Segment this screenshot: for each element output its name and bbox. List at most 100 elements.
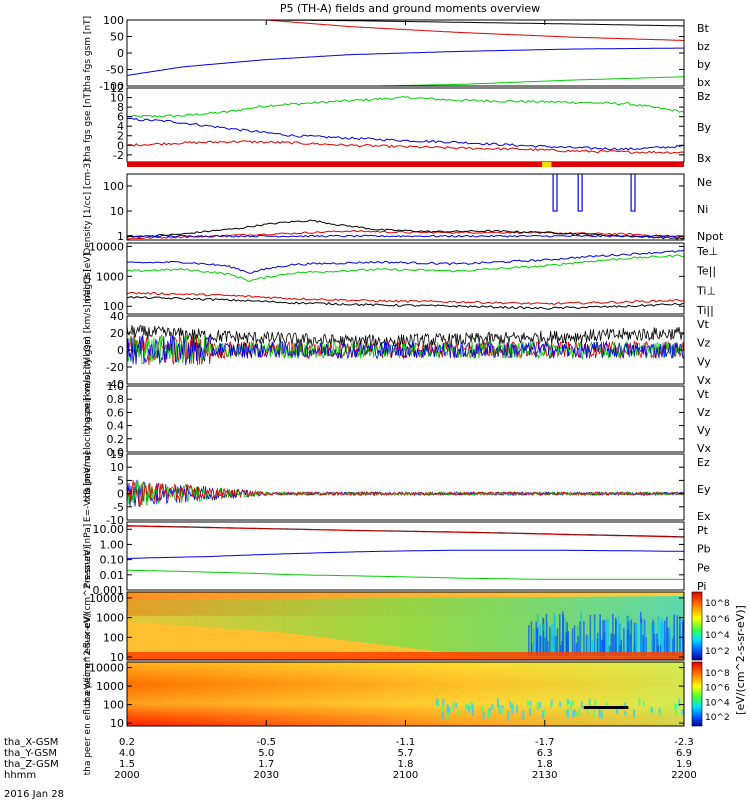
colorbar-tick-label: 10^2 <box>705 713 730 723</box>
spectrogram-dropout <box>657 645 660 656</box>
spectrogram-dropout <box>594 621 596 656</box>
colorbar-tick-label: 10^8 <box>705 599 730 609</box>
legend-bx: bx <box>697 76 711 89</box>
y-tick-label: 0.4 <box>107 420 125 433</box>
spectrogram-dropout <box>660 621 662 656</box>
spectrogram-dropout <box>522 710 525 720</box>
legend-npot: Npot <box>697 230 724 243</box>
spectrogram-dropout <box>446 709 449 720</box>
spectrogram-dropout <box>682 621 684 656</box>
y-tick-label: 0.0 <box>107 446 125 459</box>
date-label: 2016 Jan 28 <box>4 789 64 800</box>
plot-area <box>127 174 684 240</box>
x-tick-label: -0.5 <box>256 737 276 748</box>
colorbar-tick-label: 10^4 <box>705 631 730 641</box>
y-tick-label: 0.10 <box>100 554 125 567</box>
spectrogram-dropout <box>553 613 555 656</box>
y-tick-label: 20 <box>110 327 124 340</box>
colorbar-tick-label: 10^4 <box>705 698 730 708</box>
spectrogram-dropout <box>561 641 563 656</box>
figure-title: P5 (TH-A) fields and ground moments over… <box>280 2 540 15</box>
series-npot <box>127 234 684 238</box>
y-tick-label: -20 <box>106 361 124 374</box>
colorbar-label: [eV/(cm^2-s-sr-eV)] <box>734 605 747 715</box>
mode-bar-segment <box>127 162 542 167</box>
spectrogram-dropout <box>575 711 578 716</box>
spectrogram-dropout <box>491 704 494 710</box>
spectrogram-dropout <box>488 707 491 715</box>
spectrogram-dropout <box>642 701 645 707</box>
legend-ne: Ne <box>697 176 712 189</box>
spectrogram-dropout <box>667 627 669 656</box>
series-pb <box>127 525 684 538</box>
y-tick-label: 8 <box>117 101 124 114</box>
series-ti- <box>127 291 684 306</box>
x-tick-label: 6.9 <box>676 748 692 759</box>
y-tick-label: 10 <box>110 205 124 218</box>
x-tick-label: 4.0 <box>119 748 135 759</box>
x-row-label: tha_Z-GSM <box>4 759 59 770</box>
y-tick-label: -5 <box>113 501 124 514</box>
spectrogram-dropout <box>668 626 671 656</box>
spectrogram-dropout <box>550 700 553 705</box>
plot-area <box>127 20 684 86</box>
spectrogram-dropout <box>466 703 469 710</box>
legend-by: by <box>697 58 711 71</box>
spectrogram-dropout <box>640 622 642 656</box>
panel-frame <box>126 453 685 521</box>
legend-ti-: Ti|| <box>696 304 714 317</box>
y-tick-label: 12 <box>110 82 124 95</box>
legend-pt: Pt <box>697 524 709 537</box>
spectrogram-dropout <box>594 699 597 706</box>
spectrogram-dropout <box>529 707 532 716</box>
x-tick-label: 5.7 <box>398 748 414 759</box>
spectrogram-dropout <box>632 709 635 718</box>
y-tick-label: 40 <box>110 310 124 323</box>
legend-vx: Vx <box>697 374 712 387</box>
y-tick-label: -2 <box>113 149 124 162</box>
spectrogram-dropout <box>623 702 626 708</box>
spectrogram-dropout <box>645 636 647 656</box>
y-tick-label: 1.00 <box>100 538 125 551</box>
legend-pi: Pi <box>697 580 706 593</box>
spectrogram-dropout <box>535 621 537 656</box>
series-by <box>127 95 684 118</box>
x-tick-label: 1.8 <box>398 759 414 770</box>
x-tick-label: -1.1 <box>396 737 416 748</box>
colorbars: 10^8 10^6 10^4 10^2 10^8 10^6 10^4 10^2 [eV/(cm^… <box>691 591 747 727</box>
panel-frame <box>126 173 685 241</box>
panel-frame <box>126 521 685 591</box>
spectrogram-dropout <box>626 629 629 656</box>
spectrogram-dropout <box>441 711 444 720</box>
y-tick-label: 0 <box>117 344 124 357</box>
spectrogram-dropout <box>666 616 668 656</box>
x-row-label: tha_X-GSM <box>4 737 58 748</box>
spectrogram-dropout <box>573 709 576 716</box>
spectrogram-dropout <box>600 639 603 656</box>
spectrogram-dropout <box>572 700 575 706</box>
plot-area <box>127 479 684 508</box>
series-ti- <box>127 254 684 282</box>
spectrogram-dropout <box>630 619 632 656</box>
y-axis-label: tha peir en eflux eV/(cm^2-s-sr-eV) <box>83 546 93 706</box>
spectrogram-dropout <box>573 625 576 656</box>
spectrogram-dropout <box>583 621 585 656</box>
y-tick-label: 10000 <box>89 662 124 675</box>
spectrogram-dropout <box>625 642 628 656</box>
y-tick-label: -50 <box>106 64 124 77</box>
y-tick-label: 0.6 <box>107 406 125 419</box>
x-tick-label: 5.0 <box>258 748 274 759</box>
spectrogram-low-energy <box>127 652 684 660</box>
panel-peer-eflux: 10000 1000 100 10 tha peer en eflux eV/(cm^2… <box>83 613 685 776</box>
spectrogram-dropout <box>612 613 614 656</box>
series-pi <box>127 549 684 559</box>
series-bz <box>127 20 684 41</box>
y-axis-label: tha peer en eflux eV/(cm^2-s-sr-eV) <box>83 613 93 776</box>
y-tick-label: 15 <box>110 448 124 461</box>
mode-bar-segment <box>541 162 552 167</box>
spectrogram-dropout <box>567 699 570 705</box>
spectrogram-dropout <box>442 698 445 707</box>
